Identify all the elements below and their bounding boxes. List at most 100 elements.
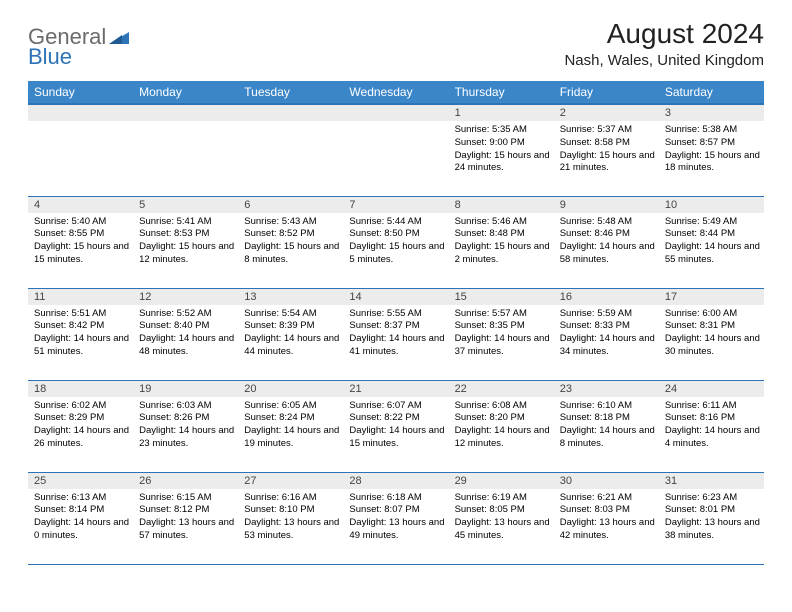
day-number: 23 bbox=[554, 381, 659, 397]
calendar-table: SundayMondayTuesdayWednesdayThursdayFrid… bbox=[28, 81, 764, 565]
day-details: Sunrise: 6:05 AMSunset: 8:24 PMDaylight:… bbox=[238, 397, 343, 453]
day-number: 9 bbox=[554, 197, 659, 213]
day-number: 25 bbox=[28, 473, 133, 489]
day-details: Sunrise: 5:59 AMSunset: 8:33 PMDaylight:… bbox=[554, 305, 659, 361]
weekday-header: Thursday bbox=[449, 81, 554, 104]
day-details: Sunrise: 6:13 AMSunset: 8:14 PMDaylight:… bbox=[28, 489, 133, 545]
calendar-day-cell: 30Sunrise: 6:21 AMSunset: 8:03 PMDayligh… bbox=[554, 472, 659, 564]
day-details: Sunrise: 5:37 AMSunset: 8:58 PMDaylight:… bbox=[554, 121, 659, 177]
calendar-day-cell: 20Sunrise: 6:05 AMSunset: 8:24 PMDayligh… bbox=[238, 380, 343, 472]
day-number bbox=[343, 105, 448, 121]
calendar-day-cell: 3Sunrise: 5:38 AMSunset: 8:57 PMDaylight… bbox=[659, 104, 764, 196]
calendar-day-cell: 13Sunrise: 5:54 AMSunset: 8:39 PMDayligh… bbox=[238, 288, 343, 380]
calendar-empty-cell bbox=[133, 104, 238, 196]
calendar-body: 1Sunrise: 5:35 AMSunset: 9:00 PMDaylight… bbox=[28, 104, 764, 564]
day-number: 14 bbox=[343, 289, 448, 305]
calendar-day-cell: 4Sunrise: 5:40 AMSunset: 8:55 PMDaylight… bbox=[28, 196, 133, 288]
day-number bbox=[133, 105, 238, 121]
month-title: August 2024 bbox=[564, 18, 764, 50]
day-number: 12 bbox=[133, 289, 238, 305]
day-details: Sunrise: 6:18 AMSunset: 8:07 PMDaylight:… bbox=[343, 489, 448, 545]
day-details: Sunrise: 5:43 AMSunset: 8:52 PMDaylight:… bbox=[238, 213, 343, 269]
calendar-empty-cell bbox=[28, 104, 133, 196]
logo-line2: Blue bbox=[28, 38, 72, 70]
calendar-day-cell: 17Sunrise: 6:00 AMSunset: 8:31 PMDayligh… bbox=[659, 288, 764, 380]
day-details bbox=[343, 121, 448, 181]
day-details: Sunrise: 6:02 AMSunset: 8:29 PMDaylight:… bbox=[28, 397, 133, 453]
day-details: Sunrise: 5:52 AMSunset: 8:40 PMDaylight:… bbox=[133, 305, 238, 361]
day-number: 30 bbox=[554, 473, 659, 489]
logo-triangle-icon bbox=[109, 24, 129, 50]
day-details: Sunrise: 5:46 AMSunset: 8:48 PMDaylight:… bbox=[449, 213, 554, 269]
day-number: 5 bbox=[133, 197, 238, 213]
weekday-header: Saturday bbox=[659, 81, 764, 104]
calendar-day-cell: 31Sunrise: 6:23 AMSunset: 8:01 PMDayligh… bbox=[659, 472, 764, 564]
calendar-day-cell: 9Sunrise: 5:48 AMSunset: 8:46 PMDaylight… bbox=[554, 196, 659, 288]
weekday-header: Wednesday bbox=[343, 81, 448, 104]
day-details: Sunrise: 6:07 AMSunset: 8:22 PMDaylight:… bbox=[343, 397, 448, 453]
day-details: Sunrise: 6:10 AMSunset: 8:18 PMDaylight:… bbox=[554, 397, 659, 453]
day-number: 21 bbox=[343, 381, 448, 397]
day-number: 29 bbox=[449, 473, 554, 489]
day-number: 4 bbox=[28, 197, 133, 213]
calendar-day-cell: 14Sunrise: 5:55 AMSunset: 8:37 PMDayligh… bbox=[343, 288, 448, 380]
day-details: Sunrise: 6:00 AMSunset: 8:31 PMDaylight:… bbox=[659, 305, 764, 361]
day-number: 17 bbox=[659, 289, 764, 305]
day-number: 1 bbox=[449, 105, 554, 121]
day-details: Sunrise: 5:51 AMSunset: 8:42 PMDaylight:… bbox=[28, 305, 133, 361]
day-number: 10 bbox=[659, 197, 764, 213]
day-details: Sunrise: 5:55 AMSunset: 8:37 PMDaylight:… bbox=[343, 305, 448, 361]
calendar-day-cell: 21Sunrise: 6:07 AMSunset: 8:22 PMDayligh… bbox=[343, 380, 448, 472]
day-number: 8 bbox=[449, 197, 554, 213]
day-details: Sunrise: 6:19 AMSunset: 8:05 PMDaylight:… bbox=[449, 489, 554, 545]
calendar-day-cell: 10Sunrise: 5:49 AMSunset: 8:44 PMDayligh… bbox=[659, 196, 764, 288]
weekday-header: Monday bbox=[133, 81, 238, 104]
day-details bbox=[238, 121, 343, 181]
day-number: 2 bbox=[554, 105, 659, 121]
day-number: 31 bbox=[659, 473, 764, 489]
day-number: 16 bbox=[554, 289, 659, 305]
day-details: Sunrise: 5:49 AMSunset: 8:44 PMDaylight:… bbox=[659, 213, 764, 269]
day-number: 26 bbox=[133, 473, 238, 489]
day-number: 20 bbox=[238, 381, 343, 397]
day-details: Sunrise: 5:38 AMSunset: 8:57 PMDaylight:… bbox=[659, 121, 764, 177]
calendar-day-cell: 22Sunrise: 6:08 AMSunset: 8:20 PMDayligh… bbox=[449, 380, 554, 472]
day-details: Sunrise: 6:23 AMSunset: 8:01 PMDaylight:… bbox=[659, 489, 764, 545]
calendar-day-cell: 28Sunrise: 6:18 AMSunset: 8:07 PMDayligh… bbox=[343, 472, 448, 564]
day-number: 7 bbox=[343, 197, 448, 213]
day-number: 3 bbox=[659, 105, 764, 121]
calendar-header-row: SundayMondayTuesdayWednesdayThursdayFrid… bbox=[28, 81, 764, 104]
header: General August 2024 Nash, Wales, United … bbox=[28, 18, 764, 73]
calendar-day-cell: 19Sunrise: 6:03 AMSunset: 8:26 PMDayligh… bbox=[133, 380, 238, 472]
calendar-day-cell: 23Sunrise: 6:10 AMSunset: 8:18 PMDayligh… bbox=[554, 380, 659, 472]
calendar-day-cell: 25Sunrise: 6:13 AMSunset: 8:14 PMDayligh… bbox=[28, 472, 133, 564]
weekday-header: Friday bbox=[554, 81, 659, 104]
day-details: Sunrise: 6:15 AMSunset: 8:12 PMDaylight:… bbox=[133, 489, 238, 545]
calendar-day-cell: 27Sunrise: 6:16 AMSunset: 8:10 PMDayligh… bbox=[238, 472, 343, 564]
calendar-day-cell: 16Sunrise: 5:59 AMSunset: 8:33 PMDayligh… bbox=[554, 288, 659, 380]
day-details: Sunrise: 6:03 AMSunset: 8:26 PMDaylight:… bbox=[133, 397, 238, 453]
day-details: Sunrise: 6:16 AMSunset: 8:10 PMDaylight:… bbox=[238, 489, 343, 545]
weekday-header: Tuesday bbox=[238, 81, 343, 104]
calendar-day-cell: 24Sunrise: 6:11 AMSunset: 8:16 PMDayligh… bbox=[659, 380, 764, 472]
day-details: Sunrise: 6:08 AMSunset: 8:20 PMDaylight:… bbox=[449, 397, 554, 453]
day-number: 6 bbox=[238, 197, 343, 213]
day-number: 15 bbox=[449, 289, 554, 305]
calendar-week-row: 18Sunrise: 6:02 AMSunset: 8:29 PMDayligh… bbox=[28, 380, 764, 472]
day-number bbox=[28, 105, 133, 121]
calendar-week-row: 25Sunrise: 6:13 AMSunset: 8:14 PMDayligh… bbox=[28, 472, 764, 564]
calendar-day-cell: 1Sunrise: 5:35 AMSunset: 9:00 PMDaylight… bbox=[449, 104, 554, 196]
weekday-header: Sunday bbox=[28, 81, 133, 104]
day-details bbox=[28, 121, 133, 181]
day-number: 22 bbox=[449, 381, 554, 397]
calendar-week-row: 1Sunrise: 5:35 AMSunset: 9:00 PMDaylight… bbox=[28, 104, 764, 196]
calendar-day-cell: 11Sunrise: 5:51 AMSunset: 8:42 PMDayligh… bbox=[28, 288, 133, 380]
day-details: Sunrise: 5:41 AMSunset: 8:53 PMDaylight:… bbox=[133, 213, 238, 269]
day-details bbox=[133, 121, 238, 181]
calendar-week-row: 11Sunrise: 5:51 AMSunset: 8:42 PMDayligh… bbox=[28, 288, 764, 380]
day-details: Sunrise: 5:48 AMSunset: 8:46 PMDaylight:… bbox=[554, 213, 659, 269]
calendar-day-cell: 7Sunrise: 5:44 AMSunset: 8:50 PMDaylight… bbox=[343, 196, 448, 288]
day-details: Sunrise: 6:21 AMSunset: 8:03 PMDaylight:… bbox=[554, 489, 659, 545]
calendar-day-cell: 15Sunrise: 5:57 AMSunset: 8:35 PMDayligh… bbox=[449, 288, 554, 380]
day-number: 27 bbox=[238, 473, 343, 489]
